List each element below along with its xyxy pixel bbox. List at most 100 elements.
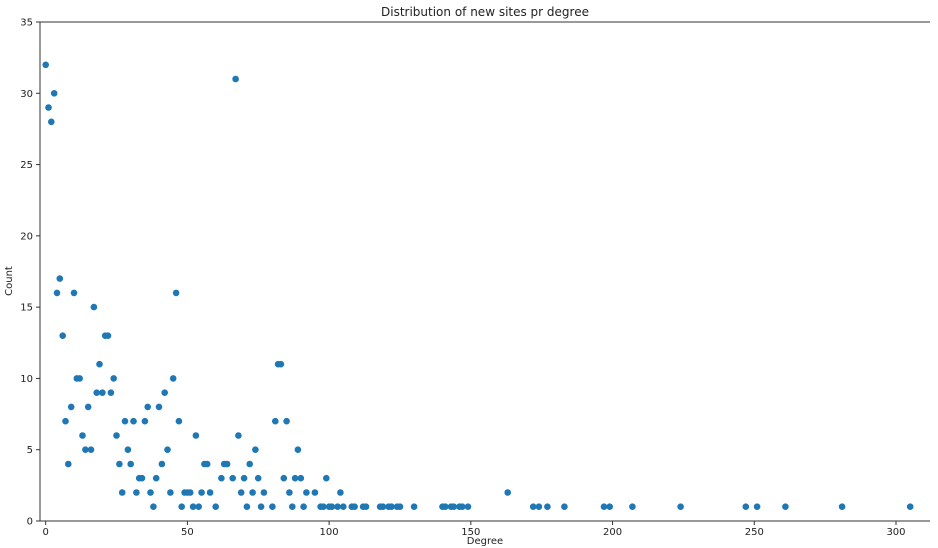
data-point bbox=[79, 432, 86, 439]
data-point bbox=[252, 446, 259, 454]
data-point bbox=[442, 503, 449, 511]
data-point bbox=[328, 503, 336, 511]
data-point bbox=[782, 503, 789, 511]
y-tick-label: 35 bbox=[20, 18, 33, 29]
y-tick-label: 30 bbox=[20, 89, 33, 100]
data-point bbox=[286, 489, 293, 496]
x-tick-label: 50 bbox=[181, 527, 194, 538]
data-point bbox=[388, 503, 395, 511]
y-tick-label: 15 bbox=[20, 303, 33, 314]
data-point bbox=[169, 375, 177, 382]
x-tick-label: 150 bbox=[461, 527, 480, 538]
data-point bbox=[351, 503, 358, 511]
chart-title: Distribution of new sites pr degree bbox=[381, 5, 589, 19]
data-point bbox=[254, 474, 262, 482]
data-point bbox=[76, 375, 83, 382]
data-point bbox=[45, 104, 52, 111]
scatter-points bbox=[42, 61, 914, 511]
data-point bbox=[212, 503, 219, 511]
data-point bbox=[206, 489, 214, 496]
data-point bbox=[70, 289, 78, 297]
x-tick-label: 200 bbox=[603, 527, 622, 538]
data-point bbox=[272, 417, 279, 425]
data-point bbox=[504, 489, 512, 496]
data-point bbox=[218, 474, 225, 482]
data-point bbox=[87, 446, 95, 454]
data-point bbox=[753, 503, 761, 511]
data-point bbox=[67, 403, 75, 411]
y-tick-label: 5 bbox=[27, 445, 33, 456]
data-point bbox=[246, 460, 253, 468]
data-point bbox=[269, 503, 276, 511]
y-tick-label: 20 bbox=[20, 231, 33, 242]
x-tick-label: 300 bbox=[886, 527, 905, 538]
data-point bbox=[237, 489, 245, 496]
x-axis-ticks: 0 50 100 150 200 250 300 bbox=[42, 521, 906, 538]
data-point bbox=[50, 90, 58, 97]
data-point bbox=[150, 503, 157, 511]
data-point bbox=[172, 289, 180, 297]
data-point bbox=[82, 446, 89, 454]
data-point bbox=[838, 503, 846, 511]
data-point bbox=[232, 75, 239, 83]
data-point bbox=[198, 489, 205, 496]
data-point bbox=[118, 489, 126, 496]
data-point bbox=[291, 474, 299, 482]
data-point bbox=[48, 118, 55, 126]
data-point bbox=[133, 489, 140, 496]
data-point bbox=[121, 417, 129, 425]
x-axis-label: Degree bbox=[467, 536, 503, 547]
data-point bbox=[229, 474, 236, 482]
data-point bbox=[303, 489, 310, 496]
x-tick-label: 100 bbox=[320, 527, 339, 538]
data-point bbox=[192, 432, 200, 439]
data-point bbox=[535, 503, 543, 511]
data-point bbox=[127, 460, 134, 468]
data-point bbox=[158, 460, 166, 468]
data-point bbox=[280, 474, 288, 482]
data-point bbox=[906, 503, 914, 511]
data-point bbox=[742, 503, 750, 511]
data-point bbox=[147, 489, 154, 496]
data-point bbox=[155, 403, 163, 411]
data-point bbox=[90, 303, 98, 311]
data-point bbox=[311, 489, 319, 496]
axes-frame bbox=[39, 21, 930, 522]
data-point bbox=[459, 503, 466, 511]
data-point bbox=[164, 446, 171, 454]
data-point bbox=[138, 474, 146, 482]
y-axis-label: Count bbox=[4, 266, 15, 296]
data-point bbox=[84, 403, 92, 411]
data-point bbox=[223, 460, 231, 468]
data-point bbox=[283, 417, 290, 425]
data-point bbox=[107, 389, 115, 397]
data-point bbox=[606, 503, 613, 511]
data-point bbox=[152, 474, 160, 482]
data-point bbox=[96, 360, 103, 368]
data-point bbox=[62, 417, 69, 425]
data-point bbox=[289, 503, 296, 511]
data-point bbox=[277, 360, 285, 368]
data-point bbox=[167, 489, 174, 496]
data-point bbox=[161, 389, 168, 397]
data-point bbox=[410, 503, 418, 511]
x-tick-label: 0 bbox=[42, 527, 48, 538]
data-point bbox=[56, 275, 64, 282]
data-point bbox=[362, 503, 370, 511]
data-point bbox=[396, 503, 404, 511]
data-point bbox=[379, 503, 387, 511]
data-point bbox=[677, 503, 684, 511]
data-point bbox=[186, 489, 194, 496]
data-point bbox=[544, 503, 551, 511]
data-point bbox=[53, 289, 61, 297]
data-point bbox=[130, 417, 137, 425]
data-point bbox=[337, 489, 344, 496]
data-point bbox=[175, 417, 183, 425]
y-axis-ticks: 0 5 10 15 20 25 30 35 bbox=[20, 18, 40, 528]
data-point bbox=[340, 503, 347, 511]
y-tick-label: 25 bbox=[20, 160, 33, 171]
data-point bbox=[300, 503, 307, 511]
data-point bbox=[294, 446, 302, 454]
data-point bbox=[203, 460, 211, 468]
